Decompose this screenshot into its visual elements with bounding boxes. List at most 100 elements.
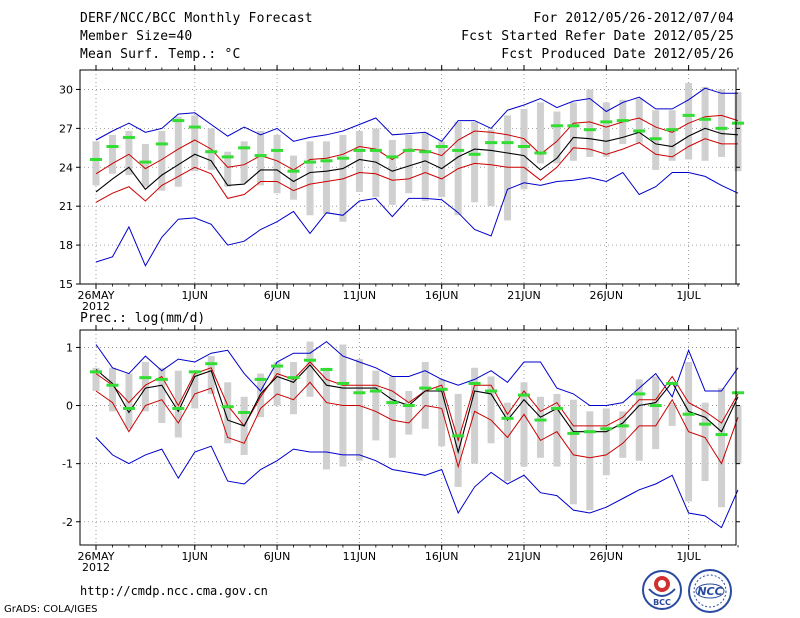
x-tick-label: 11JUN <box>343 289 377 302</box>
observed-marker <box>567 124 580 128</box>
ensemble-box <box>619 411 627 458</box>
ensemble-box <box>438 141 446 198</box>
observed-marker <box>139 160 152 164</box>
ensemble-box <box>504 402 512 482</box>
ensemble-box <box>355 359 363 461</box>
observed-marker <box>452 434 465 438</box>
observed-marker <box>188 125 201 129</box>
observed-marker <box>386 401 399 405</box>
observed-marker <box>402 148 415 152</box>
ensemble-box <box>405 134 413 194</box>
y-tick-label: -2 <box>62 516 73 529</box>
x-tick-label: 6JUN <box>264 550 291 563</box>
x-tick-label: 1JUL <box>676 289 701 302</box>
observed-marker <box>501 416 514 420</box>
x-tick-label: 21JUN <box>507 550 541 563</box>
observed-marker <box>320 368 333 372</box>
observed-marker <box>616 424 629 428</box>
ensemble-box <box>734 92 742 172</box>
ensemble-box <box>685 82 693 160</box>
observed-marker <box>435 387 448 391</box>
observed-marker <box>90 370 102 374</box>
spread-upper-line <box>95 361 739 443</box>
ensemble-box <box>536 396 544 458</box>
observed-marker <box>90 157 102 161</box>
observed-marker <box>238 411 251 415</box>
observed-marker <box>452 148 465 152</box>
y-tick-label: 18 <box>59 239 73 252</box>
observed-marker <box>732 391 744 395</box>
x-tick-label: 16JUN <box>425 289 459 302</box>
ensemble-box <box>635 379 643 461</box>
observed-marker <box>583 430 596 434</box>
observed-marker <box>336 381 349 385</box>
ensemble-box <box>322 141 330 214</box>
ensemble-box <box>701 402 709 482</box>
ensemble-box <box>141 361 149 412</box>
ensemble-box <box>290 361 298 415</box>
ensemble-box <box>207 356 215 394</box>
observed-marker <box>271 148 284 152</box>
ensemble-box <box>421 361 429 429</box>
observed-marker <box>699 117 712 121</box>
observed-marker <box>518 145 530 149</box>
ensemble-box <box>92 141 100 186</box>
observed-marker <box>699 422 712 426</box>
observed-marker <box>172 406 185 410</box>
x-tick-label: 26JUN <box>590 550 624 563</box>
member-size: Member Size=40 <box>80 29 193 44</box>
x-tick-label: 11JUN <box>343 550 377 563</box>
observed-marker <box>501 141 514 145</box>
observed-marker <box>600 120 613 124</box>
ensemble-box <box>141 143 149 187</box>
observed-marker <box>172 119 185 123</box>
ensemble-box <box>701 86 709 161</box>
observed-marker <box>583 128 596 132</box>
ensemble-box <box>668 402 676 426</box>
observed-marker <box>682 412 695 416</box>
plot-frame <box>79 69 737 285</box>
ensemble-max-line <box>95 87 738 142</box>
ensemble-box <box>553 111 561 164</box>
ensemble-box <box>405 391 413 435</box>
ensemble-box <box>586 411 594 511</box>
ensemble-box <box>273 134 281 194</box>
ensemble-box <box>240 141 248 183</box>
y-tick-label: 21 <box>59 200 73 213</box>
observed-marker <box>254 154 267 158</box>
observed-marker <box>205 150 218 154</box>
ensemble-box <box>520 108 528 190</box>
ensemble-box <box>273 361 281 406</box>
y-tick-label: 15 <box>59 278 73 291</box>
x-tick-label: 16JUN <box>425 550 459 563</box>
ensemble-box <box>487 376 495 444</box>
x-tick-label: 6JUN <box>264 289 291 302</box>
observed-marker <box>468 152 481 156</box>
ensemble-box <box>602 102 610 157</box>
observed-marker <box>221 405 234 409</box>
y-tick-label: 0 <box>66 400 73 413</box>
observed-marker <box>419 386 432 390</box>
source-url[interactable]: http://cmdp.ncc.cma.gov.cn <box>80 584 268 598</box>
observed-marker <box>485 389 498 393</box>
observed-marker <box>550 124 563 128</box>
observed-marker <box>221 155 234 159</box>
ncc-logo: NCC <box>687 568 733 614</box>
x-tick-label: 21JUN <box>507 289 541 302</box>
ensemble-box <box>257 130 265 186</box>
ensemble-box <box>306 341 314 397</box>
observed-marker <box>633 392 646 396</box>
plot-frame <box>79 329 737 546</box>
ensemble-box <box>569 102 577 161</box>
x-tick-label: 1JUN <box>182 289 209 302</box>
x-tick-year-label: 2012 <box>82 561 110 574</box>
observed-marker <box>336 156 349 160</box>
ensemble-box <box>734 405 742 464</box>
chart-title: DERF/NCC/BCC Monthly Forecast <box>80 11 313 26</box>
ensemble-box <box>718 89 726 157</box>
observed-marker <box>616 119 629 123</box>
ensemble-box <box>602 408 610 476</box>
observed-marker <box>682 113 695 117</box>
observed-marker <box>550 406 563 410</box>
